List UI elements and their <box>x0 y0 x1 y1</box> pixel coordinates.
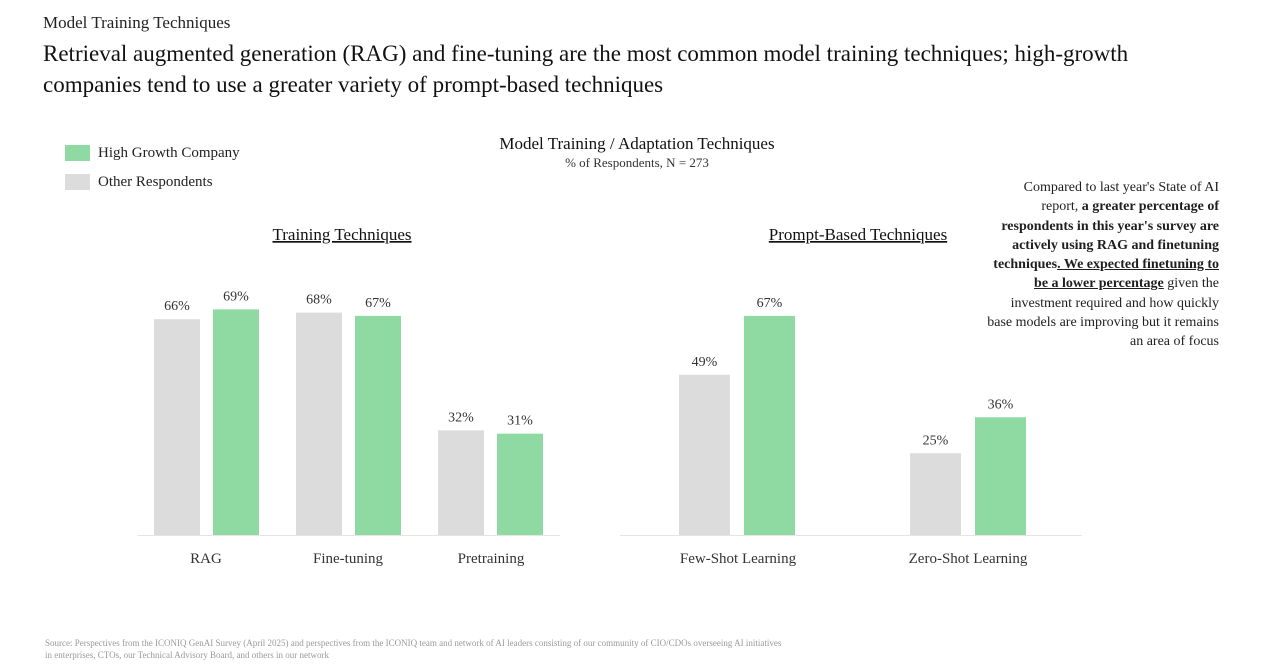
bar-0-0-1 <box>213 309 259 535</box>
category-label-1-0: Few-Shot Learning <box>680 551 797 567</box>
category-label-0-1: Fine-tuning <box>313 551 383 567</box>
legend-swatch-high-growth <box>65 145 90 161</box>
bar-1-1-0 <box>910 453 961 535</box>
legend-swatch-other <box>65 174 90 190</box>
legend-label-other: Other Respondents <box>98 173 213 190</box>
category-label-1-1: Zero-Shot Learning <box>909 551 1028 567</box>
note-emphasis-1: a greater percentage of respondents in t… <box>993 199 1219 273</box>
chart-legend: High Growth Company Other Respondents <box>65 143 240 201</box>
data-label-1-1-0: 25% <box>923 433 949 448</box>
panel-title-1: Prompt-Based Techniques <box>769 225 947 244</box>
note-text-2: . We expected finetuning to be a lower p… <box>1034 257 1219 292</box>
data-label-0-2-0: 32% <box>448 410 474 425</box>
category-label-0-2: Pretraining <box>458 551 525 567</box>
note-text-3: given the investment required and how qu… <box>987 276 1219 350</box>
bar-0-2-0 <box>438 430 484 535</box>
eyebrow-title: Model Training Techniques <box>43 13 231 32</box>
note-text-1: Compared to last year's State of AI repo… <box>1023 180 1219 215</box>
bar-0-0-0 <box>154 319 200 535</box>
source-footnote: Source: Perspectives from the ICONIQ Gen… <box>45 638 782 660</box>
panel-title-0: Training Techniques <box>272 225 411 244</box>
bar-1-0-1 <box>744 315 795 535</box>
chart-subtitle: % of Respondents, N = 273 <box>565 155 709 170</box>
data-label-0-0-1: 69% <box>223 289 249 304</box>
data-label-0-1-1: 67% <box>365 296 391 311</box>
legend-item-other: Other Respondents <box>65 172 240 192</box>
data-label-0-1-0: 68% <box>306 293 332 308</box>
bar-1-0-0 <box>679 374 730 535</box>
bar-0-1-1 <box>355 315 401 535</box>
data-label-1-1-1: 36% <box>988 397 1014 412</box>
bar-0-1-0 <box>296 312 342 535</box>
legend-item-high-growth: High Growth Company <box>65 143 240 163</box>
data-label-1-0-1: 67% <box>757 296 783 311</box>
data-label-1-0-0: 49% <box>692 355 718 370</box>
data-label-0-2-1: 31% <box>507 414 533 429</box>
legend-label-high-growth: High Growth Company <box>98 144 240 161</box>
bar-0-2-1 <box>497 433 543 535</box>
data-label-0-0-0: 66% <box>164 299 190 314</box>
bar-1-1-1 <box>975 417 1026 535</box>
category-label-0-0: RAG <box>190 551 222 567</box>
commentary-note: Compared to last year's State of AI repo… <box>985 178 1219 352</box>
page-headline: Retrieval augmented generation (RAG) and… <box>43 41 1129 97</box>
chart-title: Model Training / Adaptation Techniques <box>499 134 775 153</box>
